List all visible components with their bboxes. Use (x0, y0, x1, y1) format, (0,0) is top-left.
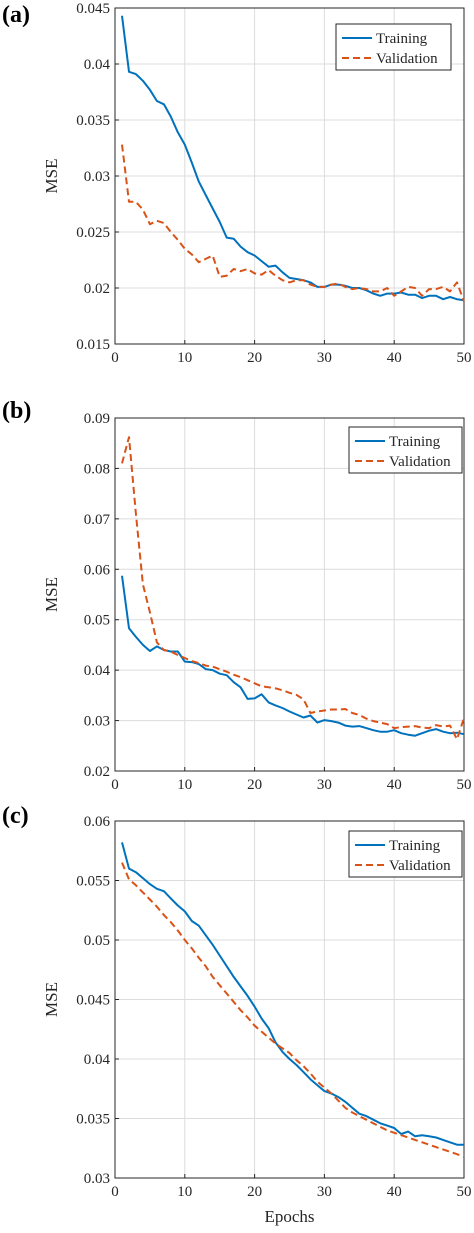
y-tick-label: 0.025 (76, 225, 110, 241)
legend-label-training: Training (389, 838, 441, 854)
legend-box (348, 426, 463, 474)
series-line-training (121, 842, 464, 1146)
y-tick-label: 0.045 (76, 993, 110, 1009)
legend-box (348, 830, 463, 878)
series-line-training (121, 575, 465, 737)
legend-label-training: Training (376, 31, 428, 47)
x-tick-label: 30 (317, 350, 332, 366)
legend: Training Validation (348, 426, 463, 474)
y-tick-label: 0.06 (84, 814, 111, 830)
y-tick-label: 0.03 (84, 1171, 110, 1187)
series-line-training (121, 15, 465, 302)
panel-label: (c) (2, 803, 29, 829)
x-tick-label: 20 (247, 350, 262, 366)
x-tick-label: 30 (317, 1184, 332, 1200)
x-tick-label: 20 (247, 777, 262, 793)
panel-label: (b) (2, 398, 31, 424)
series-line-validation (121, 144, 465, 302)
x-tick-label: 10 (177, 777, 192, 793)
x-tick-label: 30 (317, 777, 332, 793)
x-tick-label: 50 (457, 1184, 472, 1200)
y-tick-label: 0.05 (84, 933, 110, 949)
y-tick-label: 0.04 (84, 663, 111, 679)
y-tick-label: 0.03 (84, 714, 110, 730)
series-line-validation (121, 862, 465, 1158)
x-tick-label: 40 (387, 350, 402, 366)
y-tick-label: 0.035 (76, 113, 110, 129)
chart-panel-3: 0 10 20 30 40 50 0.03 0.035 0.04 0.045 0.05 0.055 0.… (2, 803, 472, 1226)
y-tick-label: 0.045 (76, 1, 110, 17)
x-tick-label: 50 (457, 777, 472, 793)
legend-label-validation: Validation (376, 51, 438, 67)
x-tick-label: 10 (177, 350, 192, 366)
x-tick-label: 0 (111, 1184, 119, 1200)
y-tick-label: 0.055 (76, 874, 110, 890)
axes-box (114, 417, 465, 772)
y-tick-label: 0.09 (84, 411, 110, 427)
y-tick-label: 0.035 (76, 1112, 110, 1128)
y-axis-title: MSE (42, 982, 61, 1017)
y-tick-label: 0.02 (84, 764, 110, 780)
x-tick-label: 10 (177, 1184, 192, 1200)
y-tick-label: 0.07 (84, 512, 111, 528)
y-tick-label: 0.015 (76, 337, 110, 353)
chart-panel-1: 0 10 20 30 40 50 0.015 0.02 0.025 0.03 0.035 0.04 0.… (2, 1, 472, 366)
legend-label-validation: Validation (389, 858, 451, 874)
chart-panel-2: 0 10 20 30 40 50 0.02 0.03 0.04 0.05 0.06 0.07 0.08 0… (2, 398, 472, 793)
x-tick-label: 0 (111, 350, 119, 366)
y-tick-label: 0.08 (84, 461, 110, 477)
series-line-validation (121, 436, 465, 741)
legend-label-training: Training (389, 434, 441, 450)
x-tick-label: 40 (387, 1184, 402, 1200)
legend: Training Validation (348, 830, 463, 878)
y-tick-label: 0.02 (84, 281, 110, 297)
x-tick-label: 20 (247, 1184, 262, 1200)
legend-box (335, 23, 452, 71)
y-tick-label: 0.04 (84, 57, 111, 73)
legend: Training Validation (335, 23, 452, 71)
legend-label-validation: Validation (389, 454, 451, 470)
x-tick-label: 40 (387, 777, 402, 793)
panel-label: (a) (2, 2, 30, 28)
y-axis-title: MSE (42, 577, 61, 612)
x-tick-label: 0 (111, 777, 119, 793)
y-tick-label: 0.04 (84, 1052, 111, 1068)
y-tick-label: 0.03 (84, 169, 110, 185)
y-axis-title: MSE (42, 159, 61, 194)
y-tick-label: 0.06 (84, 562, 111, 578)
x-axis-title: Epochs (264, 1207, 314, 1226)
x-tick-label: 50 (457, 350, 472, 366)
y-tick-label: 0.05 (84, 613, 110, 629)
